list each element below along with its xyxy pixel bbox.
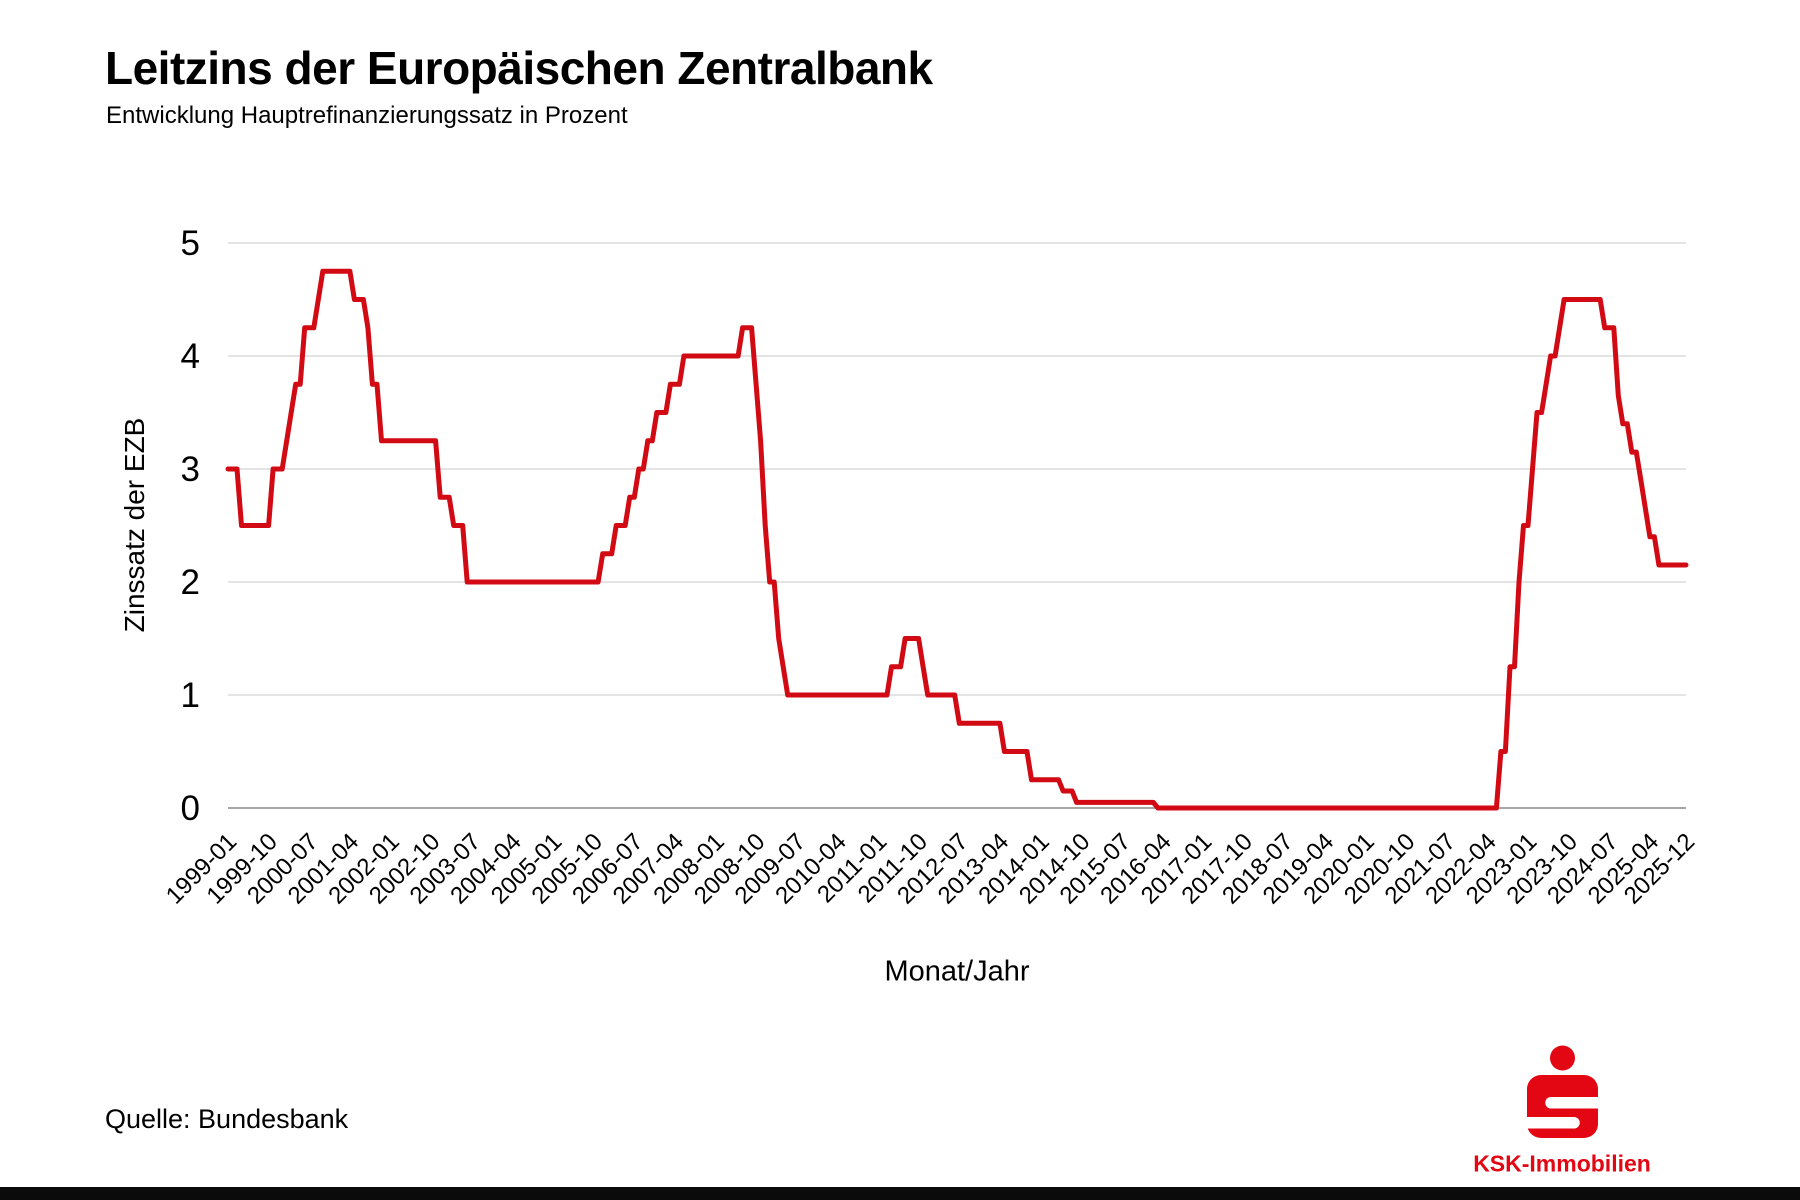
rate-line bbox=[225, 268, 1689, 811]
page-subtitle: Entwicklung Hauptrefinanzierungssatz in … bbox=[106, 102, 628, 129]
sparkasse-s-icon bbox=[1526, 1045, 1599, 1138]
source-note: Quelle: Bundesbank bbox=[105, 1104, 349, 1134]
y-tick-label: 1 bbox=[181, 676, 200, 715]
x-axis-title: Monat/Jahr bbox=[884, 955, 1030, 988]
y-tick-label: 3 bbox=[181, 450, 200, 489]
brand-name: KSK-Immobilien bbox=[1473, 1150, 1651, 1177]
y-tick-label: 0 bbox=[181, 789, 200, 828]
y-tick-label: 2 bbox=[181, 563, 200, 602]
page-title: Leitzins der Europäischen Zentralbank bbox=[105, 42, 933, 94]
y-tick-label: 4 bbox=[181, 337, 200, 376]
y-tick-label: 5 bbox=[181, 224, 200, 263]
y-axis-title: Zinssatz der EZB bbox=[119, 417, 150, 633]
bottom-bar bbox=[0, 1187, 1800, 1200]
